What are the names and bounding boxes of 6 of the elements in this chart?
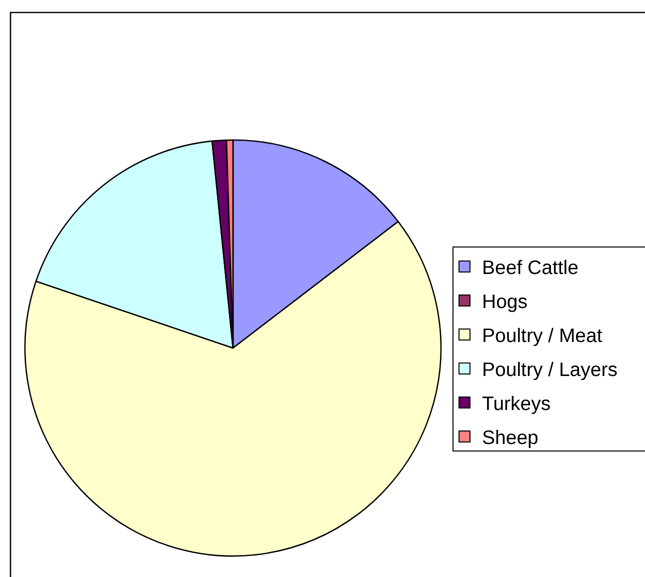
legend-label: Poultry / Layers — [482, 359, 618, 381]
legend-label: Hogs — [482, 291, 528, 313]
legend-label: Beef Cattle — [482, 257, 578, 279]
legend-label: Poultry / Meat — [482, 325, 603, 347]
legend-label: Turkeys — [482, 393, 551, 415]
legend-label: Sheep — [482, 427, 539, 449]
